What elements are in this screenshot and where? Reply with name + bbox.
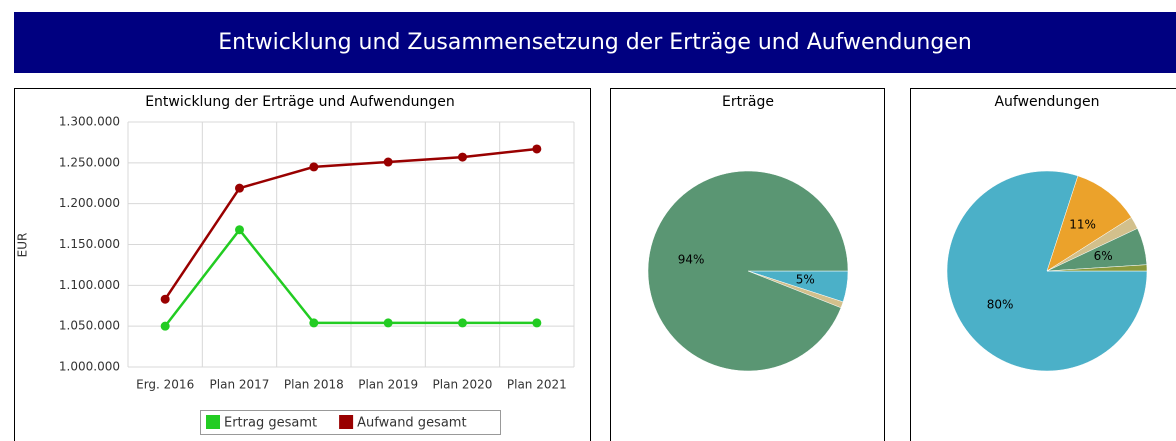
panel	[610, 88, 885, 441]
legend-box	[200, 410, 501, 435]
data-point	[309, 318, 319, 328]
slice-label: 80%	[987, 298, 1014, 312]
x-tick-label: Plan 2018	[284, 378, 344, 392]
series-line	[164, 147, 537, 300]
y-tick-label: 1.100.000	[59, 278, 120, 292]
data-point	[160, 321, 170, 331]
data-point	[458, 152, 467, 162]
y-tick-label: 1.050.000	[59, 319, 120, 333]
pie-slice	[1046, 264, 1148, 272]
legend-label: Ertrag gesamt	[224, 416, 317, 431]
x-tick-label: Erg. 2016	[136, 378, 194, 392]
legend-swatch	[339, 415, 354, 429]
chart-title: Erträge	[722, 94, 774, 110]
data-point	[235, 183, 244, 193]
slice-label: 5%	[796, 273, 815, 287]
data-point	[458, 318, 467, 328]
y-tick-label: 1.250.000	[59, 155, 120, 169]
chart-title: Aufwendungen	[994, 94, 1099, 110]
data-point	[160, 294, 170, 304]
data-point	[532, 318, 542, 328]
series-line	[164, 227, 537, 327]
x-tick-label: Plan 2020	[433, 378, 493, 392]
panel	[910, 88, 1176, 441]
panel	[14, 88, 591, 441]
x-tick-label: Plan 2021	[507, 378, 567, 392]
y-axis-label: EUR	[16, 233, 30, 258]
legend-label: Aufwand gesamt	[357, 416, 466, 431]
data-point	[235, 225, 244, 235]
slice-label: 94%	[678, 253, 705, 267]
pie-slice	[1046, 175, 1132, 272]
x-tick-label: Plan 2019	[358, 378, 418, 392]
data-point	[532, 144, 542, 154]
data-point	[383, 157, 393, 167]
x-tick-label: Plan 2017	[210, 378, 270, 392]
slice-label: 6%	[1094, 249, 1113, 263]
chart-title: Entwicklung der Erträge und Aufwendungen	[145, 94, 455, 110]
data-point	[309, 162, 319, 172]
header-title: Entwicklung und Zusammensetzung der Ertr…	[218, 30, 972, 55]
y-tick-label: 1.000.000	[59, 360, 120, 374]
header-banner	[14, 12, 1176, 73]
y-tick-label: 1.300.000	[59, 115, 120, 129]
legend-swatch	[206, 415, 220, 429]
pie-slice	[647, 170, 849, 372]
data-point	[383, 318, 393, 328]
slice-label: 11%	[1069, 218, 1096, 232]
y-tick-label: 1.150.000	[59, 237, 120, 251]
y-tick-label: 1.200.000	[59, 196, 120, 210]
